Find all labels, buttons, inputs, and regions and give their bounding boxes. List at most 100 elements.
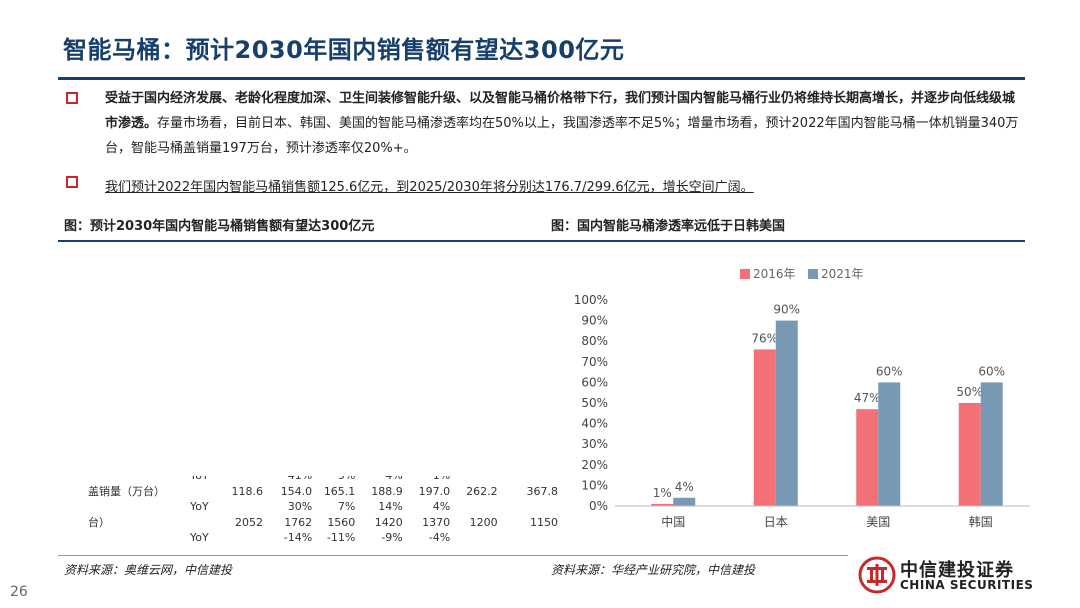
source-right: 资料来源：华经产业研究院，中信建投 <box>551 563 756 577</box>
table-cell <box>498 476 558 483</box>
bullet-marker-1 <box>66 92 78 104</box>
bar-data-label: 47% <box>854 391 881 405</box>
chart-bars: 1% 4% 76% 90% 47% 60% 50% 60% <box>651 303 1005 506</box>
legend-swatch <box>808 269 818 279</box>
penetration-chart: 2016年 2021年 0% 10% 20% 30% 40% 50% 60% 70% 80% 90%… <box>574 267 1030 529</box>
left-figure-caption: 图：预计2030年国内智能马桶销售额有望达300亿元 <box>64 219 375 234</box>
title-divider <box>58 77 1025 80</box>
sales-table-grid: YoY41%5%4%1%盖销量（万台）118.6154.0165.1188.91… <box>58 476 558 545</box>
caption-divider <box>58 240 1025 242</box>
table-cell: 7% <box>337 500 356 513</box>
right-figure-caption: 图：国内智能马桶渗透率远低于日韩美国 <box>551 219 786 234</box>
y-tick-label: 10% <box>581 478 608 492</box>
y-tick-label: 20% <box>581 458 608 472</box>
table-cell: -11% <box>326 531 356 544</box>
table-row: 台） 2052 1762 1560 1420 1370 1200 1150 <box>58 514 558 530</box>
source-divider-right <box>548 555 848 556</box>
y-tick-label: 70% <box>581 355 608 369</box>
table-cell: 154.0 <box>280 484 313 498</box>
table-row-label: 台） <box>88 516 110 529</box>
chart-x-axis: 中国 日本 美国 韩国 <box>615 505 1030 529</box>
table-cell: 165.1 <box>323 484 356 498</box>
table-cell <box>498 530 558 545</box>
chart-y-axis: 0% 10% 20% 30% 40% 50% 60% 70% 80% 90% 100% <box>574 293 608 513</box>
table-cell: 197.0 <box>418 484 451 498</box>
table-cell: 5% <box>312 476 355 483</box>
page-number: 26 <box>10 584 28 600</box>
bar-data-label: 1% <box>653 486 672 500</box>
page-title: 智能马桶：预计2030年国内销售额有望达300亿元 <box>63 36 625 64</box>
x-tick-label: 中国 <box>661 514 685 529</box>
bar-data-label: 50% <box>956 385 983 399</box>
table-cell <box>450 476 497 483</box>
bar-2016年-美国 <box>856 409 879 506</box>
chart-legend: 2016年 2021年 <box>740 267 864 281</box>
x-tick-label: 美国 <box>866 515 890 529</box>
table-cell <box>209 499 263 514</box>
x-tick-label: 韩国 <box>969 514 993 529</box>
x-tick-label: 日本 <box>764 515 788 529</box>
y-tick-label: 0% <box>589 499 608 513</box>
bar-2016年-中国 <box>651 503 674 506</box>
company-name-cn: 中信建投证券 <box>900 560 1014 581</box>
legend-label: 2016年 <box>753 267 796 281</box>
bar-2016年-日本 <box>753 349 776 506</box>
table-cell: 188.9 <box>371 484 403 498</box>
table-row-label: 盖销量（万台） <box>88 485 165 498</box>
table-cell: 1560 <box>327 515 356 529</box>
bullet-text-2: 我们预计2022年国内智能马桶销售额125.6亿元，到2025/2030年将分别… <box>105 180 754 195</box>
table-cell: 367.8 <box>526 484 559 498</box>
bar-2021年-美国 <box>878 382 901 506</box>
bullet-text-1: 受益于国内经济发展、老龄化程度加深、卫生间装修智能升级、以及智能马桶价格带下行，… <box>105 86 1025 161</box>
y-tick-label: 50% <box>581 396 608 410</box>
table-cell: 1% <box>403 476 450 483</box>
bar-data-label: 90% <box>773 303 800 317</box>
legend-label: 2021年 <box>821 267 864 281</box>
table-cell: 1370 <box>422 515 451 529</box>
bar-data-label: 60% <box>876 364 903 378</box>
table-cell: 262.2 <box>466 484 498 498</box>
y-tick-label: 60% <box>581 375 608 389</box>
table-row-label: YoY <box>190 531 209 544</box>
table-row-label: YoY <box>58 476 209 483</box>
table-cell <box>209 476 263 483</box>
table-cell: 4% <box>355 476 402 483</box>
bullet-marker-2 <box>66 176 78 188</box>
source-left: 资料来源：奥维云网，中信建投 <box>64 563 233 577</box>
bar-2021年-中国 <box>673 497 696 506</box>
table-row: 盖销量（万台） 118.6 154.0 165.1 188.9 197.0 262.2 367… <box>58 483 558 499</box>
bullet-1-body-text: 存量市场看，目前日本、韩国、美国的智能马桶渗透率均在50%以上，我国渗透率不足5… <box>105 116 1019 156</box>
bar-data-label: 76% <box>751 331 778 345</box>
bar-data-label: 4% <box>675 480 694 494</box>
company-name-en: CHINA SECURITIES <box>900 578 1034 592</box>
table-cell <box>209 530 263 545</box>
table-cell: 1150 <box>530 515 558 529</box>
table-cell: -14% <box>283 531 313 544</box>
table-cell <box>498 499 558 514</box>
table-cell: 41% <box>263 476 312 483</box>
bar-2021年-日本 <box>775 320 798 506</box>
table-cell: -9% <box>381 531 403 544</box>
bar-2021年-韩国 <box>980 382 1003 506</box>
table-cell: 4% <box>432 500 451 513</box>
table-cell: 2052 <box>235 515 264 529</box>
bar-2016年-韩国 <box>958 403 981 506</box>
table-cell: 1200 <box>469 515 498 529</box>
legend-swatch <box>740 269 750 279</box>
table-cell: 118.6 <box>231 484 264 498</box>
table-cell: -4% <box>428 531 451 544</box>
bullet-1-bold-text: 受益于国内经济发展、老龄化程度加深、卫生间装修智能升级、以及智能马桶价格带下行，… <box>105 91 1016 131</box>
y-tick-label: 80% <box>581 334 608 348</box>
bar-data-label: 60% <box>978 364 1005 378</box>
table-cell <box>450 499 497 514</box>
y-tick-label: 100% <box>574 293 608 307</box>
table-row-label: YoY <box>190 500 209 513</box>
y-tick-label: 30% <box>581 437 608 451</box>
table-cell <box>450 530 497 545</box>
y-tick-label: 90% <box>581 314 608 328</box>
sales-table: YoY41%5%4%1%盖销量（万台）118.6154.0165.1188.91… <box>58 476 558 551</box>
y-tick-label: 40% <box>581 417 608 431</box>
source-divider-left <box>58 555 566 556</box>
table-cell: 30% <box>287 500 313 513</box>
table-row: YoY -14% -11% -9% -4% <box>58 530 558 545</box>
